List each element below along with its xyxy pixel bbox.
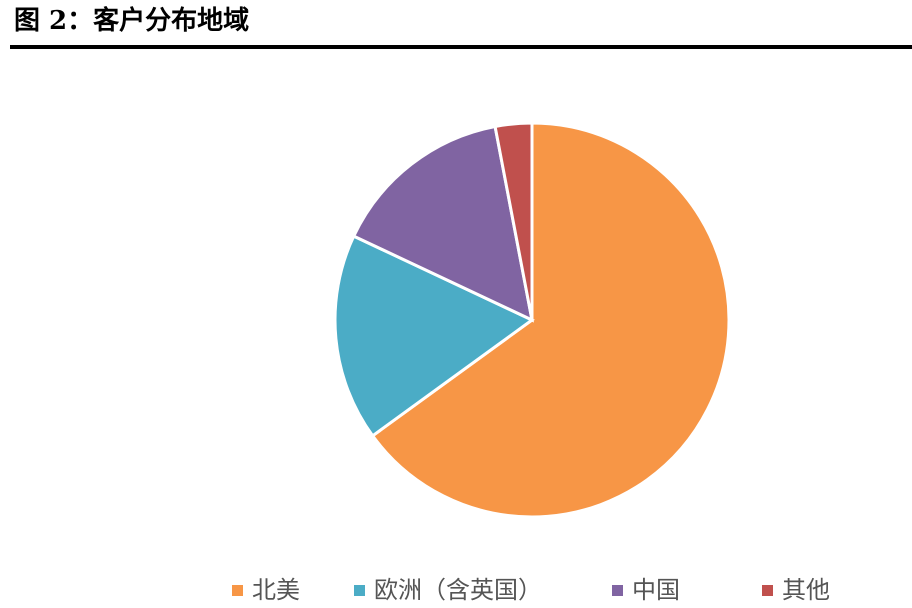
legend-swatch xyxy=(232,585,243,596)
pie-slice xyxy=(333,234,535,438)
legend-label: 其他 xyxy=(782,576,830,604)
pie xyxy=(333,121,731,519)
pie-slice xyxy=(370,121,731,519)
legend-label: 中国 xyxy=(632,576,680,604)
pie-slice xyxy=(351,124,535,323)
legend-swatch xyxy=(762,585,773,596)
legend: 北美 欧洲（含英国） 中国 其他 xyxy=(232,576,830,604)
pie-slice xyxy=(493,121,534,321)
legend-swatch xyxy=(354,585,365,596)
legend-label: 欧洲（含英国） xyxy=(374,576,542,604)
chart-title: 图 2：客户分布地域 xyxy=(14,5,249,36)
legend-swatch xyxy=(612,585,623,596)
legend-label: 北美 xyxy=(252,576,300,604)
